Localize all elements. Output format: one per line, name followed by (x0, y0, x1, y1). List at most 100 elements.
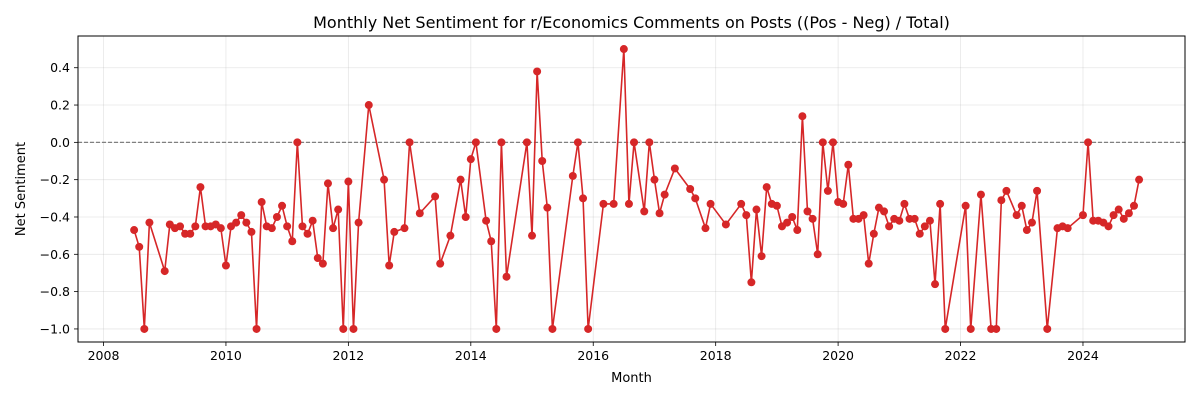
data-point (772, 201, 781, 210)
data-point (818, 138, 827, 147)
data-point (232, 218, 241, 227)
y-tick-label: −0.6 (40, 247, 70, 262)
data-point (145, 218, 154, 227)
y-tick-label: −0.2 (40, 172, 70, 187)
y-axis-ticks: −1.0 −0.8 −0.6 −0.4 −0.2 0.0 0.2 0.4 (40, 60, 78, 336)
data-point (400, 224, 409, 233)
data-point (1017, 201, 1026, 210)
data-point (997, 196, 1006, 205)
data-point (283, 222, 292, 231)
data-point (573, 138, 582, 147)
data-point (247, 227, 256, 236)
data-point (895, 216, 904, 225)
data-point (135, 242, 144, 251)
data-point (334, 205, 343, 214)
data-point (543, 203, 552, 212)
data-point (839, 199, 848, 208)
data-point (869, 229, 878, 238)
x-tick-label: 2012 (332, 348, 364, 363)
data-point (885, 222, 894, 231)
y-tick-label: −1.0 (40, 321, 70, 336)
x-axis-ticks: 2008 2010 2012 2014 2016 2018 2020 2022 2024 (88, 342, 1099, 363)
x-tick-label: 2016 (577, 348, 609, 363)
data-point (303, 229, 312, 238)
data-point (461, 212, 470, 221)
data-point (313, 254, 322, 263)
data-point (471, 138, 480, 147)
y-tick-label: 0.2 (50, 98, 70, 113)
data-point (686, 185, 695, 193)
data-point (813, 250, 822, 259)
data-point (1084, 138, 1093, 147)
data-point (446, 231, 455, 240)
data-point (1109, 211, 1118, 220)
data-point (497, 138, 506, 147)
data-point (349, 324, 358, 333)
data-point (798, 112, 807, 121)
data-point (1078, 211, 1087, 220)
data-point (186, 229, 195, 238)
data-point (380, 175, 389, 184)
data-point (721, 220, 730, 229)
data-point (762, 183, 771, 192)
data-point (645, 138, 654, 147)
x-tick-label: 2014 (455, 348, 487, 363)
data-point (859, 211, 868, 220)
data-point (176, 222, 185, 231)
data-point (609, 199, 618, 208)
data-point (242, 218, 251, 227)
data-point (415, 209, 424, 218)
data-point (1135, 175, 1144, 184)
data-point (1027, 218, 1036, 227)
data-point (339, 324, 348, 333)
data-point (961, 201, 970, 210)
data-point (864, 259, 873, 268)
data-point (436, 259, 445, 268)
data-point (829, 138, 837, 147)
data-point (1012, 211, 1021, 220)
data-point (308, 216, 317, 225)
data-point (548, 324, 557, 333)
data-point (502, 272, 511, 281)
data-point (992, 324, 1001, 333)
data-point (522, 138, 531, 147)
data-point (742, 211, 751, 220)
data-point (1124, 209, 1133, 218)
data-point (288, 237, 297, 246)
data-point (624, 199, 633, 208)
data-point (788, 212, 797, 221)
data-point (670, 164, 679, 173)
data-point (482, 216, 491, 225)
data-point (568, 171, 577, 180)
data-point (931, 280, 940, 289)
y-tick-label: 0.0 (50, 135, 70, 150)
data-point (323, 179, 332, 188)
data-point (364, 101, 373, 110)
x-tick-label: 2010 (210, 348, 242, 363)
data-point (257, 198, 266, 207)
data-point (329, 224, 338, 233)
data-point (267, 224, 276, 233)
data-point (579, 194, 588, 203)
data-point (456, 175, 465, 184)
x-tick-label: 2022 (945, 348, 977, 363)
data-point (691, 194, 700, 203)
data-point (354, 218, 363, 227)
x-tick-label: 2008 (88, 348, 120, 363)
chart-title: Monthly Net Sentiment for r/Economics Co… (313, 13, 950, 32)
data-point (385, 261, 394, 270)
data-point (1063, 224, 1072, 233)
data-point (1043, 324, 1052, 333)
y-tick-label: −0.4 (40, 209, 70, 224)
data-point (976, 190, 985, 199)
data-point (803, 207, 812, 216)
data-point (757, 252, 766, 261)
data-point (1129, 201, 1138, 210)
y-tick-label: 0.4 (50, 60, 70, 75)
data-point (293, 138, 302, 147)
x-tick-label: 2018 (700, 348, 732, 363)
series-group (130, 45, 1144, 333)
data-point (640, 207, 649, 216)
data-point (793, 226, 802, 235)
